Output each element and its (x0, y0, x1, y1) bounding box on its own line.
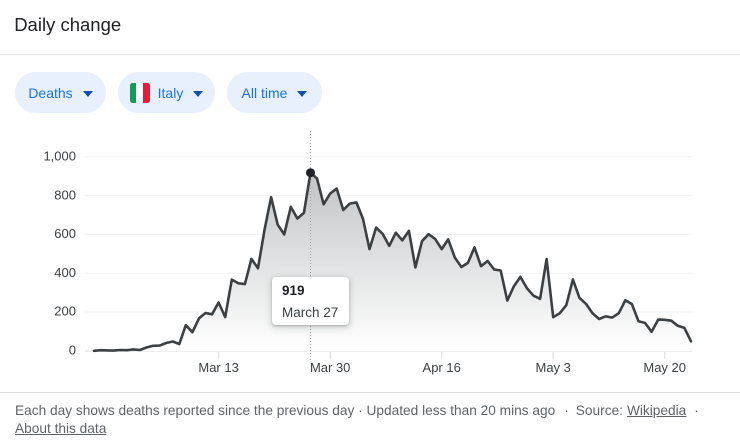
svg-text:200: 200 (54, 304, 76, 319)
svg-text:Mar 13: Mar 13 (198, 360, 238, 375)
svg-text:May 20: May 20 (643, 360, 686, 375)
svg-text:Mar 30: Mar 30 (310, 360, 350, 375)
svg-text:May 3: May 3 (535, 360, 570, 375)
svg-text:800: 800 (54, 187, 76, 202)
svg-text:0: 0 (69, 343, 76, 358)
svg-text:Apr 16: Apr 16 (423, 360, 461, 375)
svg-text:1,000: 1,000 (43, 149, 76, 164)
svg-text:600: 600 (54, 226, 76, 241)
svg-text:400: 400 (54, 265, 76, 280)
